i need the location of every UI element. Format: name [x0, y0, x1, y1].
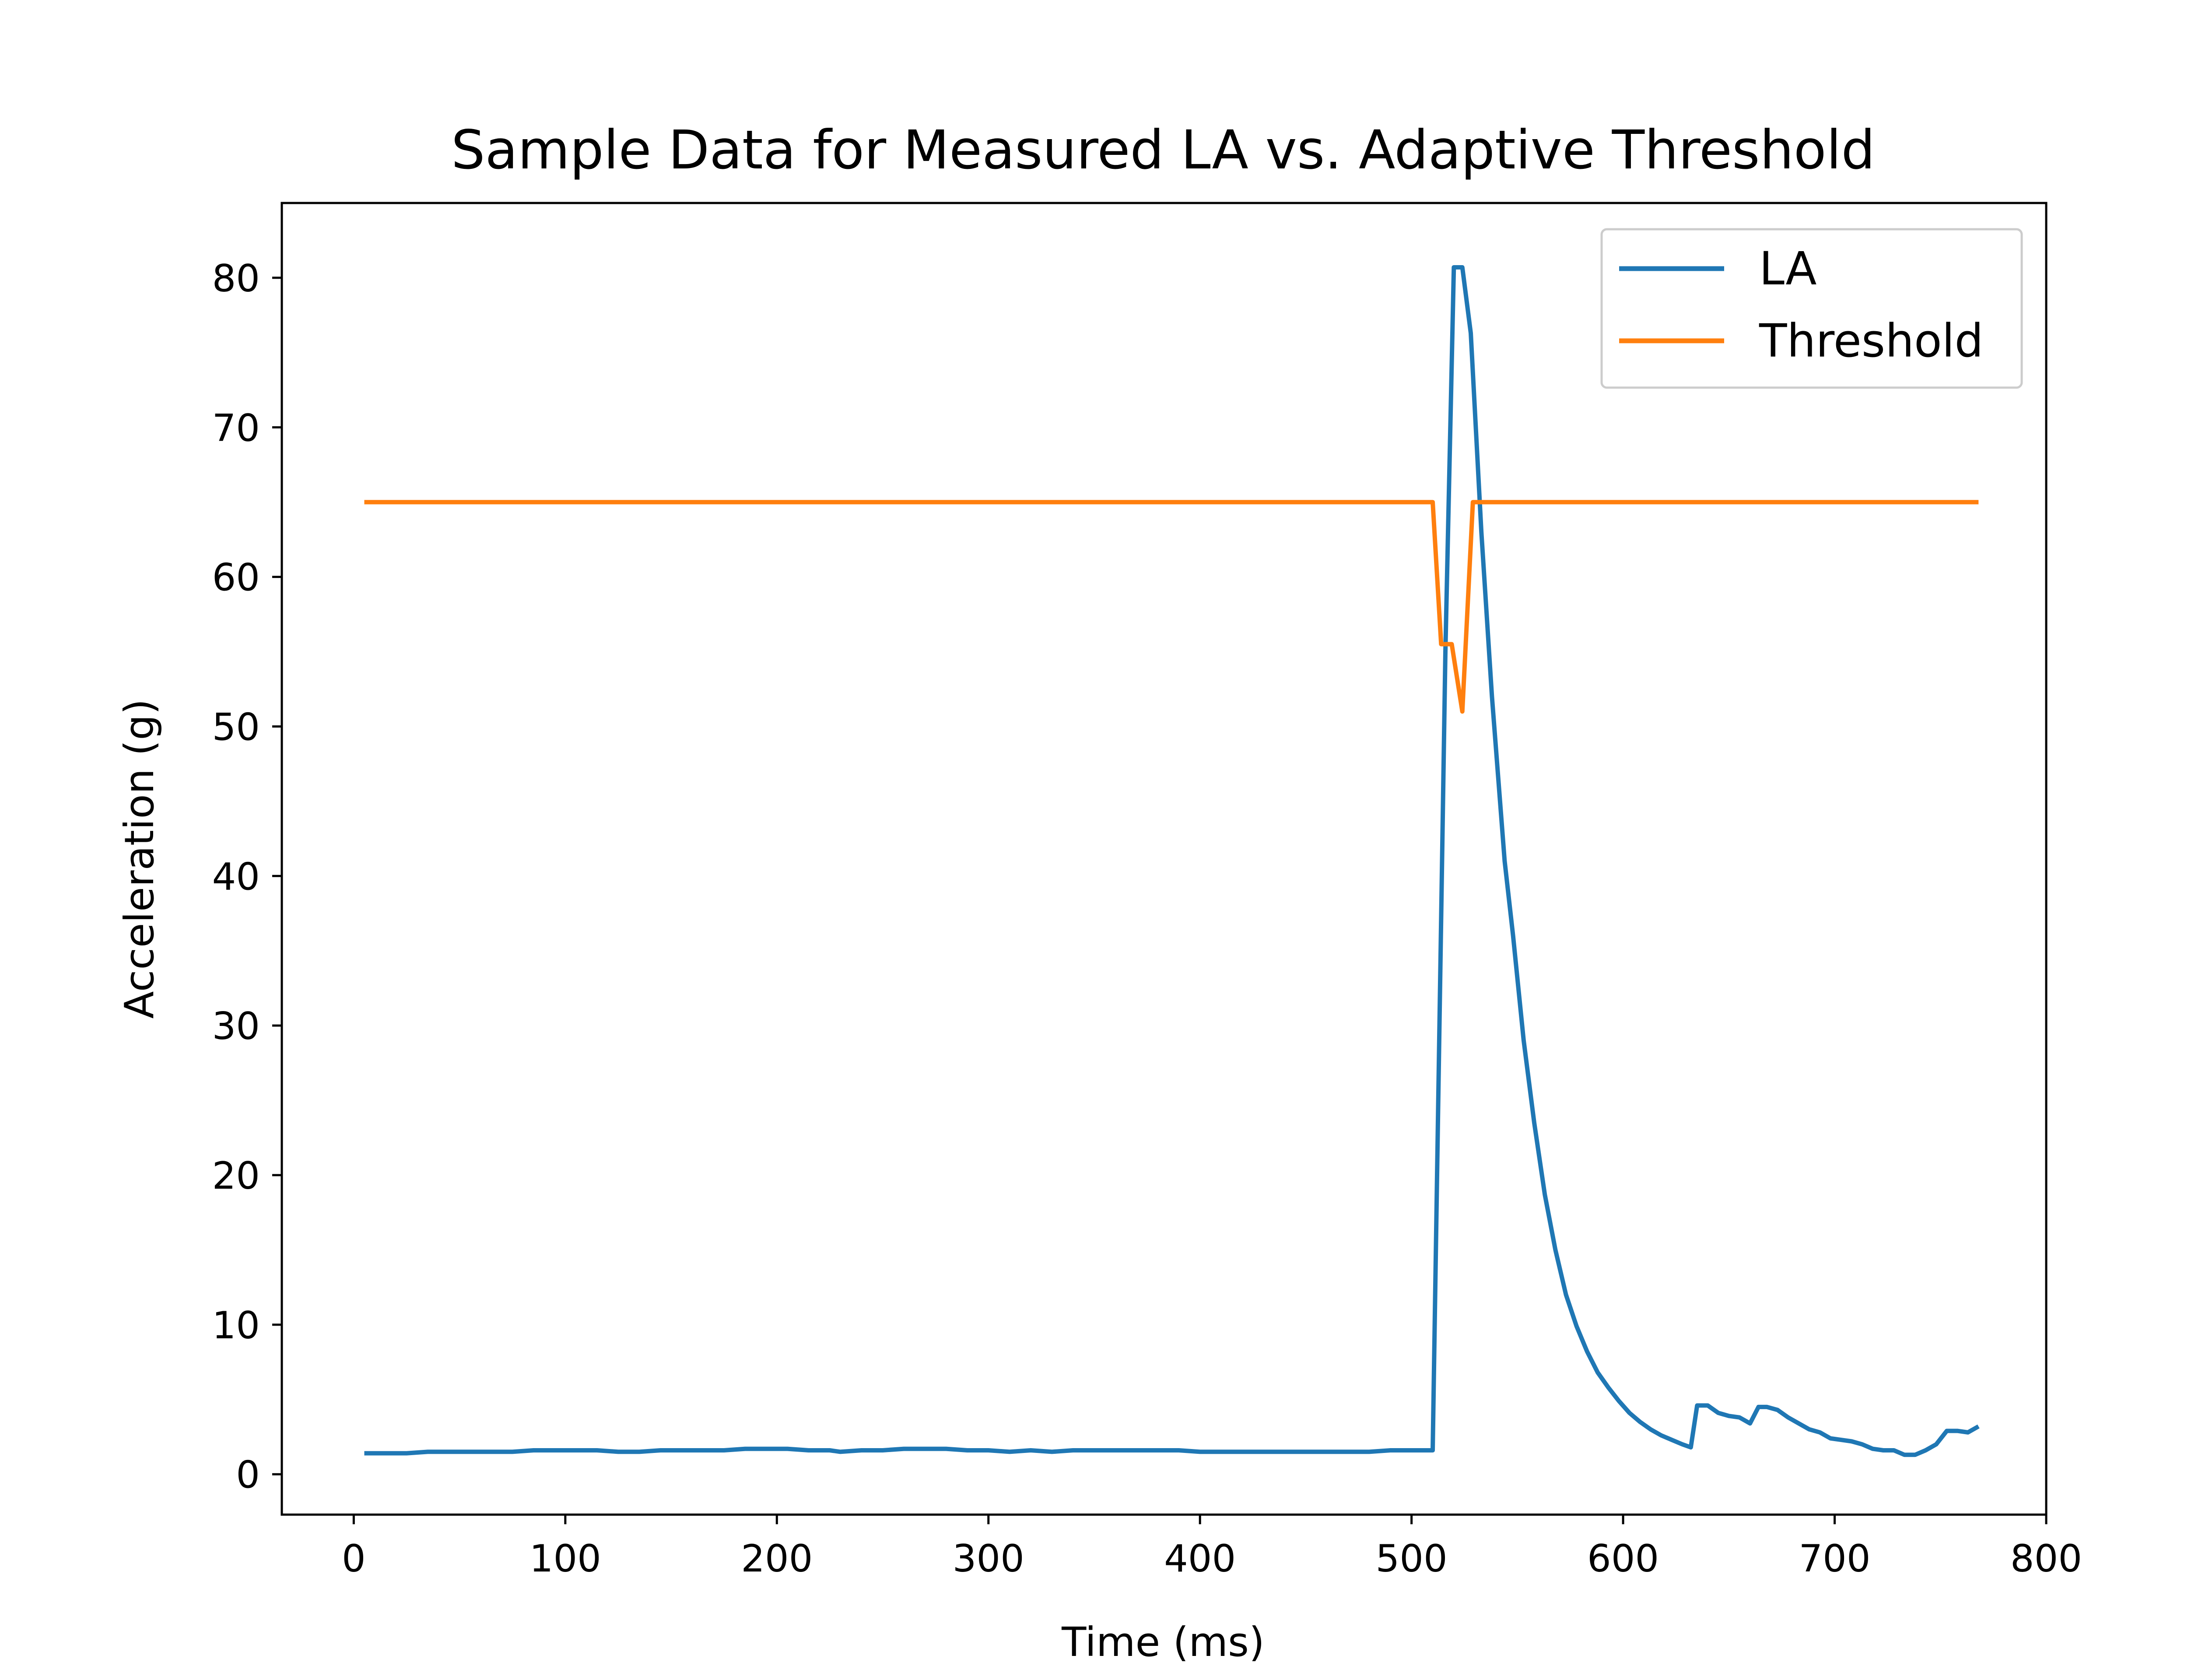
y-axis: 0 10 20 30 40 50 60 70 80: [212, 257, 282, 1497]
y-tick-label: 40: [212, 855, 260, 899]
y-tick-label: 10: [212, 1304, 260, 1348]
legend: LA Threshold: [1600, 228, 2023, 389]
legend-label-la: LA: [1759, 242, 1816, 295]
x-tick-label: 800: [2010, 1537, 2082, 1581]
x-tick-label: 400: [1164, 1537, 1236, 1581]
x-tick-label: 200: [741, 1537, 813, 1581]
y-tick-label: 30: [212, 1004, 260, 1048]
plot-area: [281, 202, 2048, 1516]
chart-title: Sample Data for Measured LA vs. Adaptive…: [451, 119, 1875, 181]
y-tick-label: 0: [236, 1453, 260, 1497]
series-layer: [364, 265, 1980, 1457]
series-line-la: [364, 265, 1980, 1457]
y-tick-label: 20: [212, 1154, 260, 1198]
x-axis: 0 100 200 300 400 500 600 700 800: [342, 1515, 2082, 1581]
x-tick-label: 700: [1799, 1537, 1870, 1581]
x-tick-label: 0: [342, 1537, 366, 1581]
x-tick-label: 300: [953, 1537, 1024, 1581]
x-tick-label: 500: [1376, 1537, 1448, 1581]
y-axis-label: Acceleration (g): [116, 699, 163, 1018]
series-line-threshold: [364, 500, 1979, 714]
x-tick-label: 100: [529, 1537, 601, 1581]
y-tick-label: 80: [212, 257, 260, 301]
x-axis-label: Time (ms): [1061, 1619, 1265, 1666]
y-tick-label: 50: [212, 705, 260, 749]
y-tick-label: 60: [212, 556, 260, 600]
legend-label-threshold: Threshold: [1759, 314, 1984, 368]
x-tick-label: 600: [1587, 1537, 1659, 1581]
y-tick-label: 70: [212, 406, 260, 450]
